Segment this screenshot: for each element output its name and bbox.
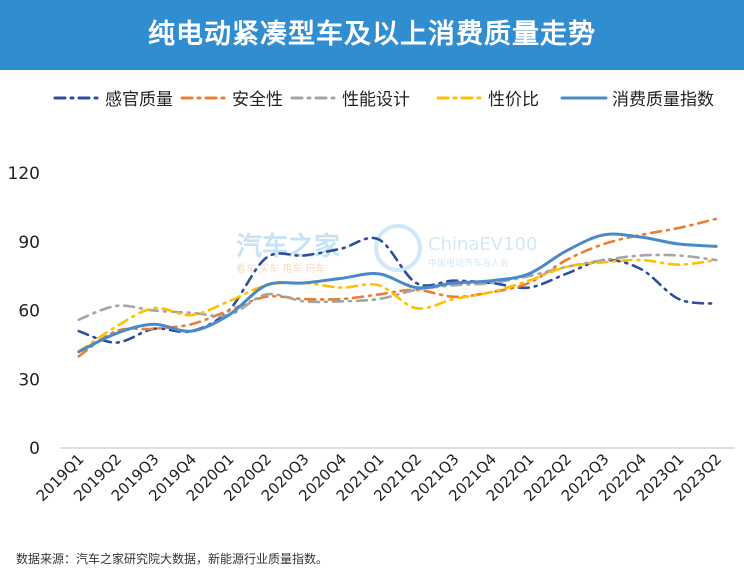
source-footnote: 数据来源：汽车之家研究院大数据，新能源行业质量指数。 — [16, 552, 329, 566]
legend-label: 消费质量指数 — [612, 90, 714, 110]
series-lines — [77, 217, 718, 358]
legend-label: 性价比 — [488, 90, 539, 110]
y-tick-label: 0 — [29, 439, 40, 459]
series-line-2 — [77, 217, 718, 358]
watermark-partner-sub: 中国电动汽车百人会 — [428, 257, 509, 269]
series-line-5 — [77, 232, 718, 354]
page-title: 纯电动紧凑型车及以上消费质量走势 — [0, 0, 744, 70]
series-line-3 — [77, 253, 718, 321]
legend-label: 安全性 — [232, 90, 283, 110]
y-tick-label: 90 — [18, 233, 40, 253]
series-line-4 — [77, 258, 718, 354]
watermark-brand-sub: 看车 买车 用车 玩车 — [236, 262, 326, 275]
watermark-logo-ring — [374, 224, 422, 272]
legend: 感官质量 安全性 性能设计 性价比 消费质量指数 — [53, 90, 714, 110]
y-tick-label: 30 — [18, 370, 40, 390]
watermark-partner: ChinaEV100 — [428, 234, 537, 255]
y-tick-label: 60 — [18, 302, 40, 322]
legend-label: 感官质量 — [105, 90, 173, 110]
watermark-brand: 汽车之家 — [236, 231, 340, 262]
legend-label: 性能设计 — [342, 90, 410, 110]
x-axis: 2019Q12019Q22019Q32019Q42020Q12020Q22020… — [33, 450, 725, 505]
watermark: 汽车之家 看车 买车 用车 玩车 ChinaEV100 中国电动汽车百人会 — [236, 224, 537, 275]
y-tick-label: 120 — [8, 164, 40, 184]
y-axis: 0 30 60 90 120 — [8, 164, 40, 459]
